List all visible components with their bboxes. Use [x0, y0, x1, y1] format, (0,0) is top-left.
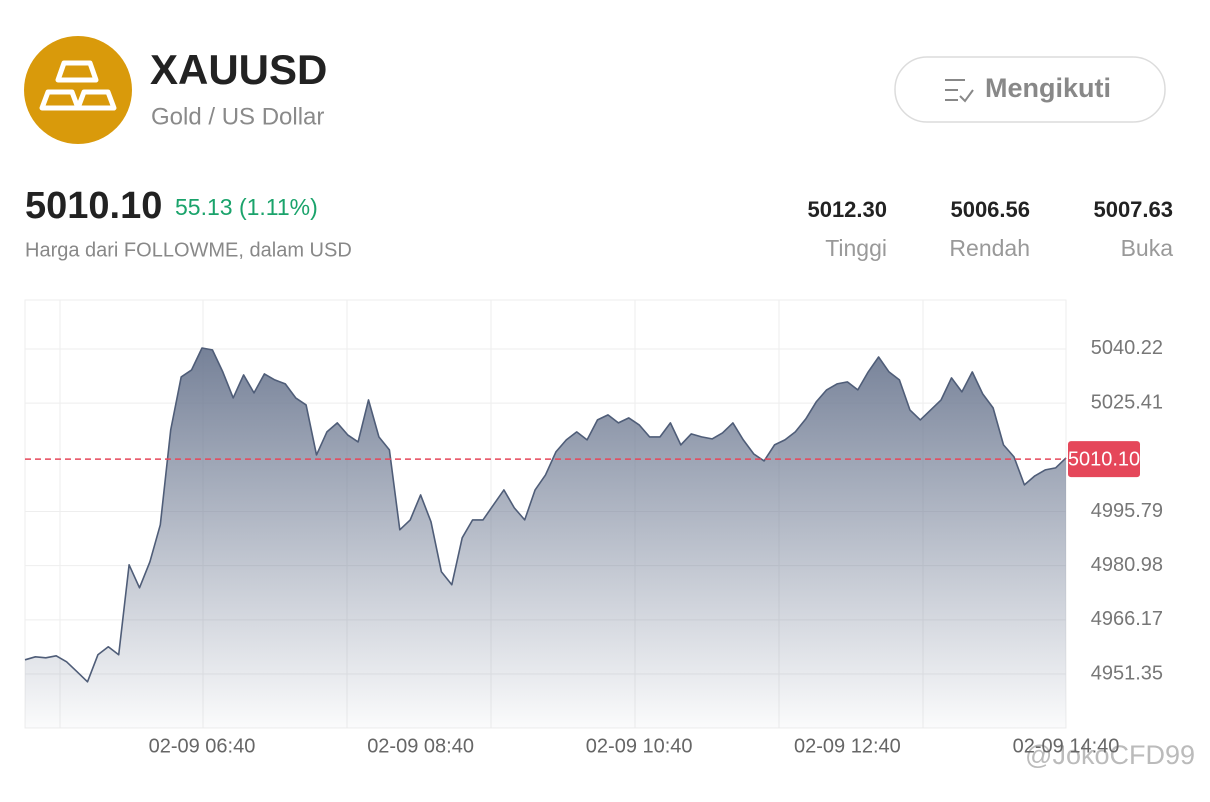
price-source: Harga dari FOLLOWME, dalam USD — [25, 239, 352, 261]
y-tick-label: 4980.98 — [1091, 554, 1163, 576]
watermark: @JokoCFD99 — [1025, 740, 1195, 770]
y-tick-label: 5040.22 — [1091, 337, 1163, 359]
symbol-name: Gold / US Dollar — [151, 103, 324, 130]
price: 5010.10 — [25, 185, 162, 227]
price-line — [24, 347, 1067, 683]
area-fill — [25, 348, 1066, 728]
y-tick-label: 4966.17 — [1091, 608, 1163, 630]
stat-value: 5006.56 — [950, 197, 1030, 222]
x-tick-label: 02-09 08:40 — [367, 735, 474, 757]
stat-value: 5007.63 — [1093, 197, 1173, 222]
stat-label: Rendah — [949, 235, 1030, 261]
x-tick-label: 02-09 12:40 — [794, 735, 901, 757]
y-tick-label: 4995.79 — [1091, 500, 1163, 522]
stat-label: Buka — [1121, 235, 1174, 261]
y-tick-label: 4951.35 — [1091, 662, 1163, 684]
x-tick-label: 02-09 10:40 — [586, 735, 693, 757]
plot — [24, 347, 1067, 728]
stat-value: 5012.30 — [807, 197, 887, 222]
current-price-badge — [1068, 441, 1140, 478]
follow-label[interactable]: Mengikuti — [985, 73, 1111, 103]
x-tick-label: 02-09 14:40 — [1013, 735, 1120, 757]
follow-button[interactable]: Mengikuti — [894, 56, 1166, 123]
y-tick-label: 5025.41 — [1091, 391, 1163, 413]
x-tick-label: 02-09 06:40 — [149, 735, 256, 757]
price-change: 55.13 (1.11%) — [175, 194, 318, 220]
current-price-label: 5010.10 — [1068, 448, 1140, 470]
symbol: XAUUSD — [150, 46, 327, 93]
stat-label: Tinggi — [825, 235, 887, 261]
symbol-icon — [24, 36, 132, 144]
